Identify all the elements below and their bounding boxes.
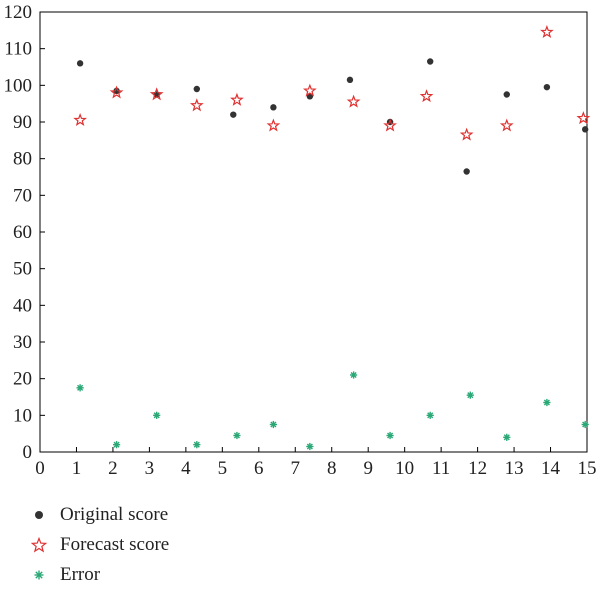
legend: Original score Forecast score Error [30, 500, 169, 590]
y-tick-label: 40 [13, 295, 32, 316]
x-tick-label: 11 [432, 458, 450, 479]
x-tick-label: 10 [395, 458, 414, 479]
error-point [386, 431, 394, 440]
x-tick-label: 2 [108, 458, 118, 479]
original-score-point [503, 91, 510, 98]
error-point [350, 371, 358, 379]
original-score-point [270, 104, 277, 111]
y-tick-label: 110 [4, 39, 32, 60]
error-point [153, 411, 161, 419]
legend-item-forecast: Forecast score [30, 530, 169, 560]
original-score-point [346, 76, 354, 84]
y-tick-label: 10 [13, 405, 32, 426]
error-point [543, 398, 551, 407]
error-point [76, 384, 84, 392]
original-score-point [463, 168, 470, 175]
circle-marker-icon [30, 506, 48, 524]
forecast-score-point [109, 85, 124, 99]
legend-label-error: Error [60, 564, 101, 585]
error-point [112, 441, 121, 449]
forecast-score-point [419, 89, 434, 103]
x-tick-label: 3 [145, 458, 155, 479]
x-tick-label: 13 [505, 458, 524, 479]
x-tick-label: 14 [541, 458, 561, 479]
legend-label-original: Original score [60, 504, 169, 525]
y-tick-label: 20 [13, 369, 32, 390]
scatter-chart: 0 1 2 3 4 5 6 7 8 9 10 11 12 13 14 15010203040506070809… [4, 2, 597, 479]
x-tick-label: 4 [181, 458, 191, 479]
x-tick-label: 12 [468, 458, 487, 479]
plot-frame [39, 11, 588, 453]
forecast-score-point [266, 118, 281, 132]
legend-item-error: Error [30, 560, 169, 590]
y-tick-label: 90 [13, 112, 32, 133]
y-tick-label: 100 [4, 75, 33, 96]
error-point [426, 411, 434, 419]
x-tick-label: 1 [72, 458, 82, 479]
forecast-score-point [540, 24, 554, 39]
x-tick-label: 5 [218, 458, 228, 479]
error-point [306, 442, 314, 451]
x-tick-label: 15 [578, 458, 597, 479]
x-tick-label: 6 [254, 458, 264, 479]
forecast-score-point [459, 127, 474, 141]
y-tick-label: 30 [13, 332, 32, 353]
original-score-point [543, 83, 551, 91]
forecast-score-point [383, 118, 397, 132]
star-marker-icon [30, 536, 48, 554]
forecast-score-point [346, 94, 361, 108]
forecast-score-point [189, 98, 204, 112]
original-score-point [193, 85, 201, 93]
forecast-score-point [149, 87, 164, 101]
error-point [269, 420, 277, 429]
x-tick-label: 8 [327, 458, 337, 479]
x-tick-label: 9 [363, 458, 373, 479]
forecast-score-point [499, 118, 514, 132]
y-tick-label: 50 [13, 259, 32, 280]
y-tick-label: 70 [13, 185, 32, 206]
forecast-score-point [73, 112, 87, 127]
asterisk-marker-icon [30, 566, 48, 584]
forecast-score-point [576, 111, 591, 125]
original-score-point [426, 58, 434, 65]
y-tick-label: 120 [4, 2, 33, 23]
error-point [193, 441, 201, 449]
y-tick-label: 60 [13, 222, 32, 243]
forecast-score-point [230, 92, 244, 106]
original-score-point [230, 111, 237, 118]
legend-label-forecast: Forecast score [60, 534, 170, 555]
error-point [233, 431, 241, 440]
error-point [503, 433, 511, 441]
x-tick-label: 0 [35, 458, 45, 479]
error-point [466, 391, 474, 399]
x-tick-label: 7 [291, 458, 301, 479]
forecast-score-point [302, 83, 317, 97]
y-tick-label: 0 [23, 442, 33, 463]
legend-item-original: Original score [30, 500, 169, 530]
original-score-point [581, 126, 589, 133]
original-score-point [76, 60, 84, 67]
error-point [581, 420, 589, 429]
y-tick-label: 80 [13, 149, 32, 170]
original-score-point [113, 87, 120, 95]
